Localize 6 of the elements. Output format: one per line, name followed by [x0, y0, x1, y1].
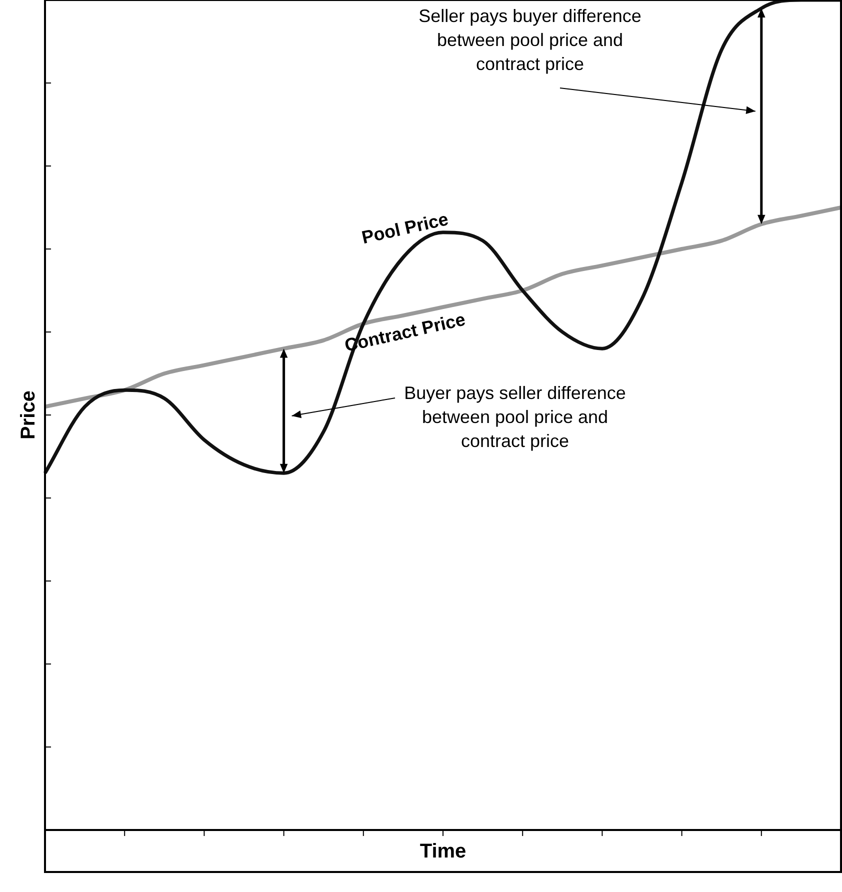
text: Contract Price: [342, 309, 468, 356]
annotation: Seller pays buyer difference between pool price and contract price: [418, 6, 642, 74]
text: Pool Price: [360, 208, 450, 248]
y-axis-title: Price: [18, 390, 40, 440]
x-axis-title: Time: [420, 840, 466, 863]
annotation: Buyer pays seller difference between pool price and contract price: [404, 382, 626, 451]
